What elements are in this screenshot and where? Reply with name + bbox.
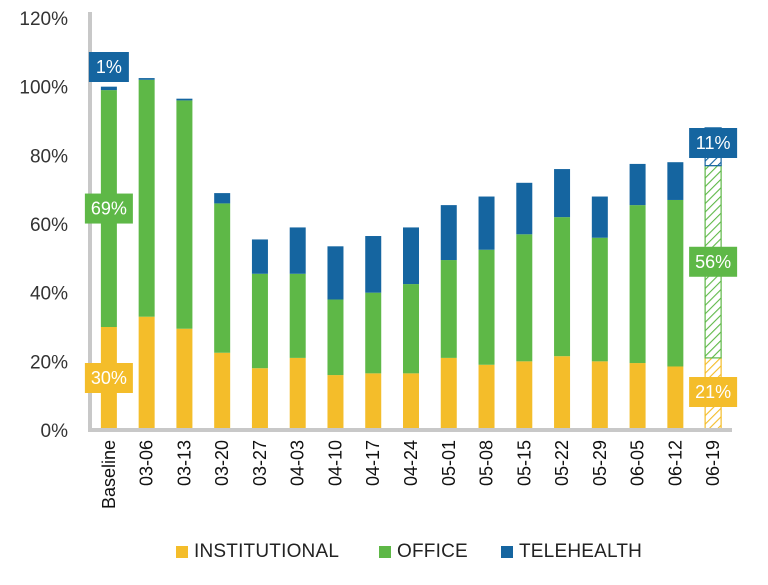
bar-institutional-06-05 <box>629 363 646 430</box>
data-label-box <box>84 363 133 393</box>
data-label: 21% <box>695 382 731 402</box>
bar-institutional-04-17 <box>365 373 382 430</box>
x-tick-label: 03-13 <box>174 440 194 486</box>
bar-institutional-05-01 <box>440 357 457 430</box>
bar-institutional-04-24 <box>403 373 419 430</box>
bar-telehealth-03-27 <box>251 239 268 274</box>
bar-telehealth-03-13 <box>176 98 193 101</box>
data-label-box <box>689 128 738 158</box>
bar-telehealth-06-12 <box>667 162 684 200</box>
bar-office-05-08 <box>478 249 495 365</box>
data-label: 69% <box>91 199 127 219</box>
bar-office-04-03 <box>289 273 306 358</box>
bar-office-03-27 <box>251 273 268 369</box>
bar-institutional-05-15 <box>516 361 533 430</box>
bar-office-05-22 <box>554 217 571 357</box>
y-tick-label: 100% <box>19 78 68 99</box>
bar-telehealth-03-20 <box>214 193 231 204</box>
bar-institutional-03-13 <box>176 328 193 430</box>
bar-institutional-05-08 <box>478 364 495 430</box>
y-tick-label: 60% <box>30 215 68 236</box>
data-label: 30% <box>91 368 127 388</box>
data-label-box <box>689 246 738 277</box>
bar-office-03-20 <box>214 203 231 353</box>
legend-item-office: OFFICE <box>379 538 468 566</box>
data-label-box <box>84 193 133 224</box>
bar-institutional-03-06 <box>138 316 155 430</box>
bar-telehealth-04-17 <box>365 236 382 293</box>
x-tick-label: 04-24 <box>401 440 421 486</box>
x-axis: Baseline 03-06 03-13 03-20 03-27 04-03 04-10 04… <box>88 428 732 509</box>
x-tick-label: 05-29 <box>590 440 610 486</box>
bar-institutional-03-20 <box>214 352 231 430</box>
x-tick-label: 05-08 <box>477 440 497 486</box>
bar-institutional-04-10 <box>327 375 344 430</box>
x-tick-label: 06-19 <box>703 440 723 486</box>
data-label-box <box>88 52 129 82</box>
x-tick-label: 03-27 <box>250 440 270 486</box>
x-tick-label: 05-01 <box>439 440 459 486</box>
y-tick-label: 120% <box>19 9 68 30</box>
x-tick-label: 03-20 <box>212 440 232 486</box>
bar-institutional-03-27 <box>251 368 268 430</box>
legend-swatch <box>501 546 513 558</box>
bar-institutional-06-12 <box>667 366 684 430</box>
y-tick-label: 0% <box>41 421 69 442</box>
x-tick-label: 03-06 <box>137 440 157 486</box>
bar-telehealth-05-01 <box>440 205 457 261</box>
bar-telehealth-06-05 <box>629 163 646 206</box>
bar-telehealth-04-03 <box>289 227 306 274</box>
bar-office-04-10 <box>327 299 344 376</box>
y-tick-label: 80% <box>30 146 68 167</box>
bar-telehealth-04-10 <box>327 246 344 300</box>
bar-office-04-17 <box>365 292 382 374</box>
bar-institutional-05-29 <box>591 361 608 430</box>
x-tick-label: 06-05 <box>628 440 648 486</box>
y-tick-label: 40% <box>30 284 68 305</box>
bar-office-05-29 <box>591 237 608 362</box>
bar-telehealth-05-15 <box>516 182 533 235</box>
data-label: 11% <box>696 133 731 153</box>
x-tick-label: 05-22 <box>552 440 572 486</box>
y-tick-label: 20% <box>30 352 68 373</box>
bar-telehealth-baseline <box>100 86 117 91</box>
y-axis: 0% 20% 40% 60% 80% 100% 120% <box>19 9 92 442</box>
bar-telehealth-03-06 <box>138 78 155 80</box>
bar-telehealth-04-24 <box>403 227 419 285</box>
legend-label: TELEHEALTH <box>519 541 643 562</box>
x-tick-label: 05-15 <box>514 440 534 486</box>
data-label: 56% <box>695 252 731 272</box>
data-labels: 1% 69% 30% 11% 56% 21% <box>84 52 738 407</box>
legend-item-telehealth: TELEHEALTH <box>501 538 642 566</box>
x-tick-label: 06-12 <box>665 440 685 486</box>
data-label-box <box>689 377 738 407</box>
x-tick-label: Baseline <box>99 440 119 509</box>
x-tick-label: 04-03 <box>288 440 308 486</box>
legend-swatch <box>176 546 188 558</box>
bar-telehealth-05-22 <box>554 169 571 218</box>
bar-office-03-13 <box>176 100 193 329</box>
bar-institutional-05-22 <box>554 356 571 430</box>
bar-institutional-04-03 <box>289 357 306 430</box>
bar-office-05-15 <box>516 234 533 362</box>
legend-label: OFFICE <box>397 541 468 562</box>
legend: INSTITUTIONAL OFFICE TELEHEALTH <box>0 538 768 566</box>
bar-office-06-12 <box>667 199 684 367</box>
bar-telehealth-05-29 <box>591 196 608 238</box>
bars <box>100 78 722 431</box>
data-label: 1% <box>96 57 122 77</box>
legend-swatch <box>379 546 391 558</box>
bar-office-03-06 <box>138 79 155 317</box>
bar-telehealth-05-08 <box>478 196 495 250</box>
legend-label: INSTITUTIONAL <box>194 541 340 562</box>
bar-office-06-05 <box>629 205 646 364</box>
bar-office-04-24 <box>403 284 419 374</box>
x-tick-label: 04-10 <box>325 440 345 486</box>
legend-item-institutional: INSTITUTIONAL <box>176 538 339 566</box>
x-tick-label: 04-17 <box>363 440 383 486</box>
bar-office-05-01 <box>440 260 457 358</box>
